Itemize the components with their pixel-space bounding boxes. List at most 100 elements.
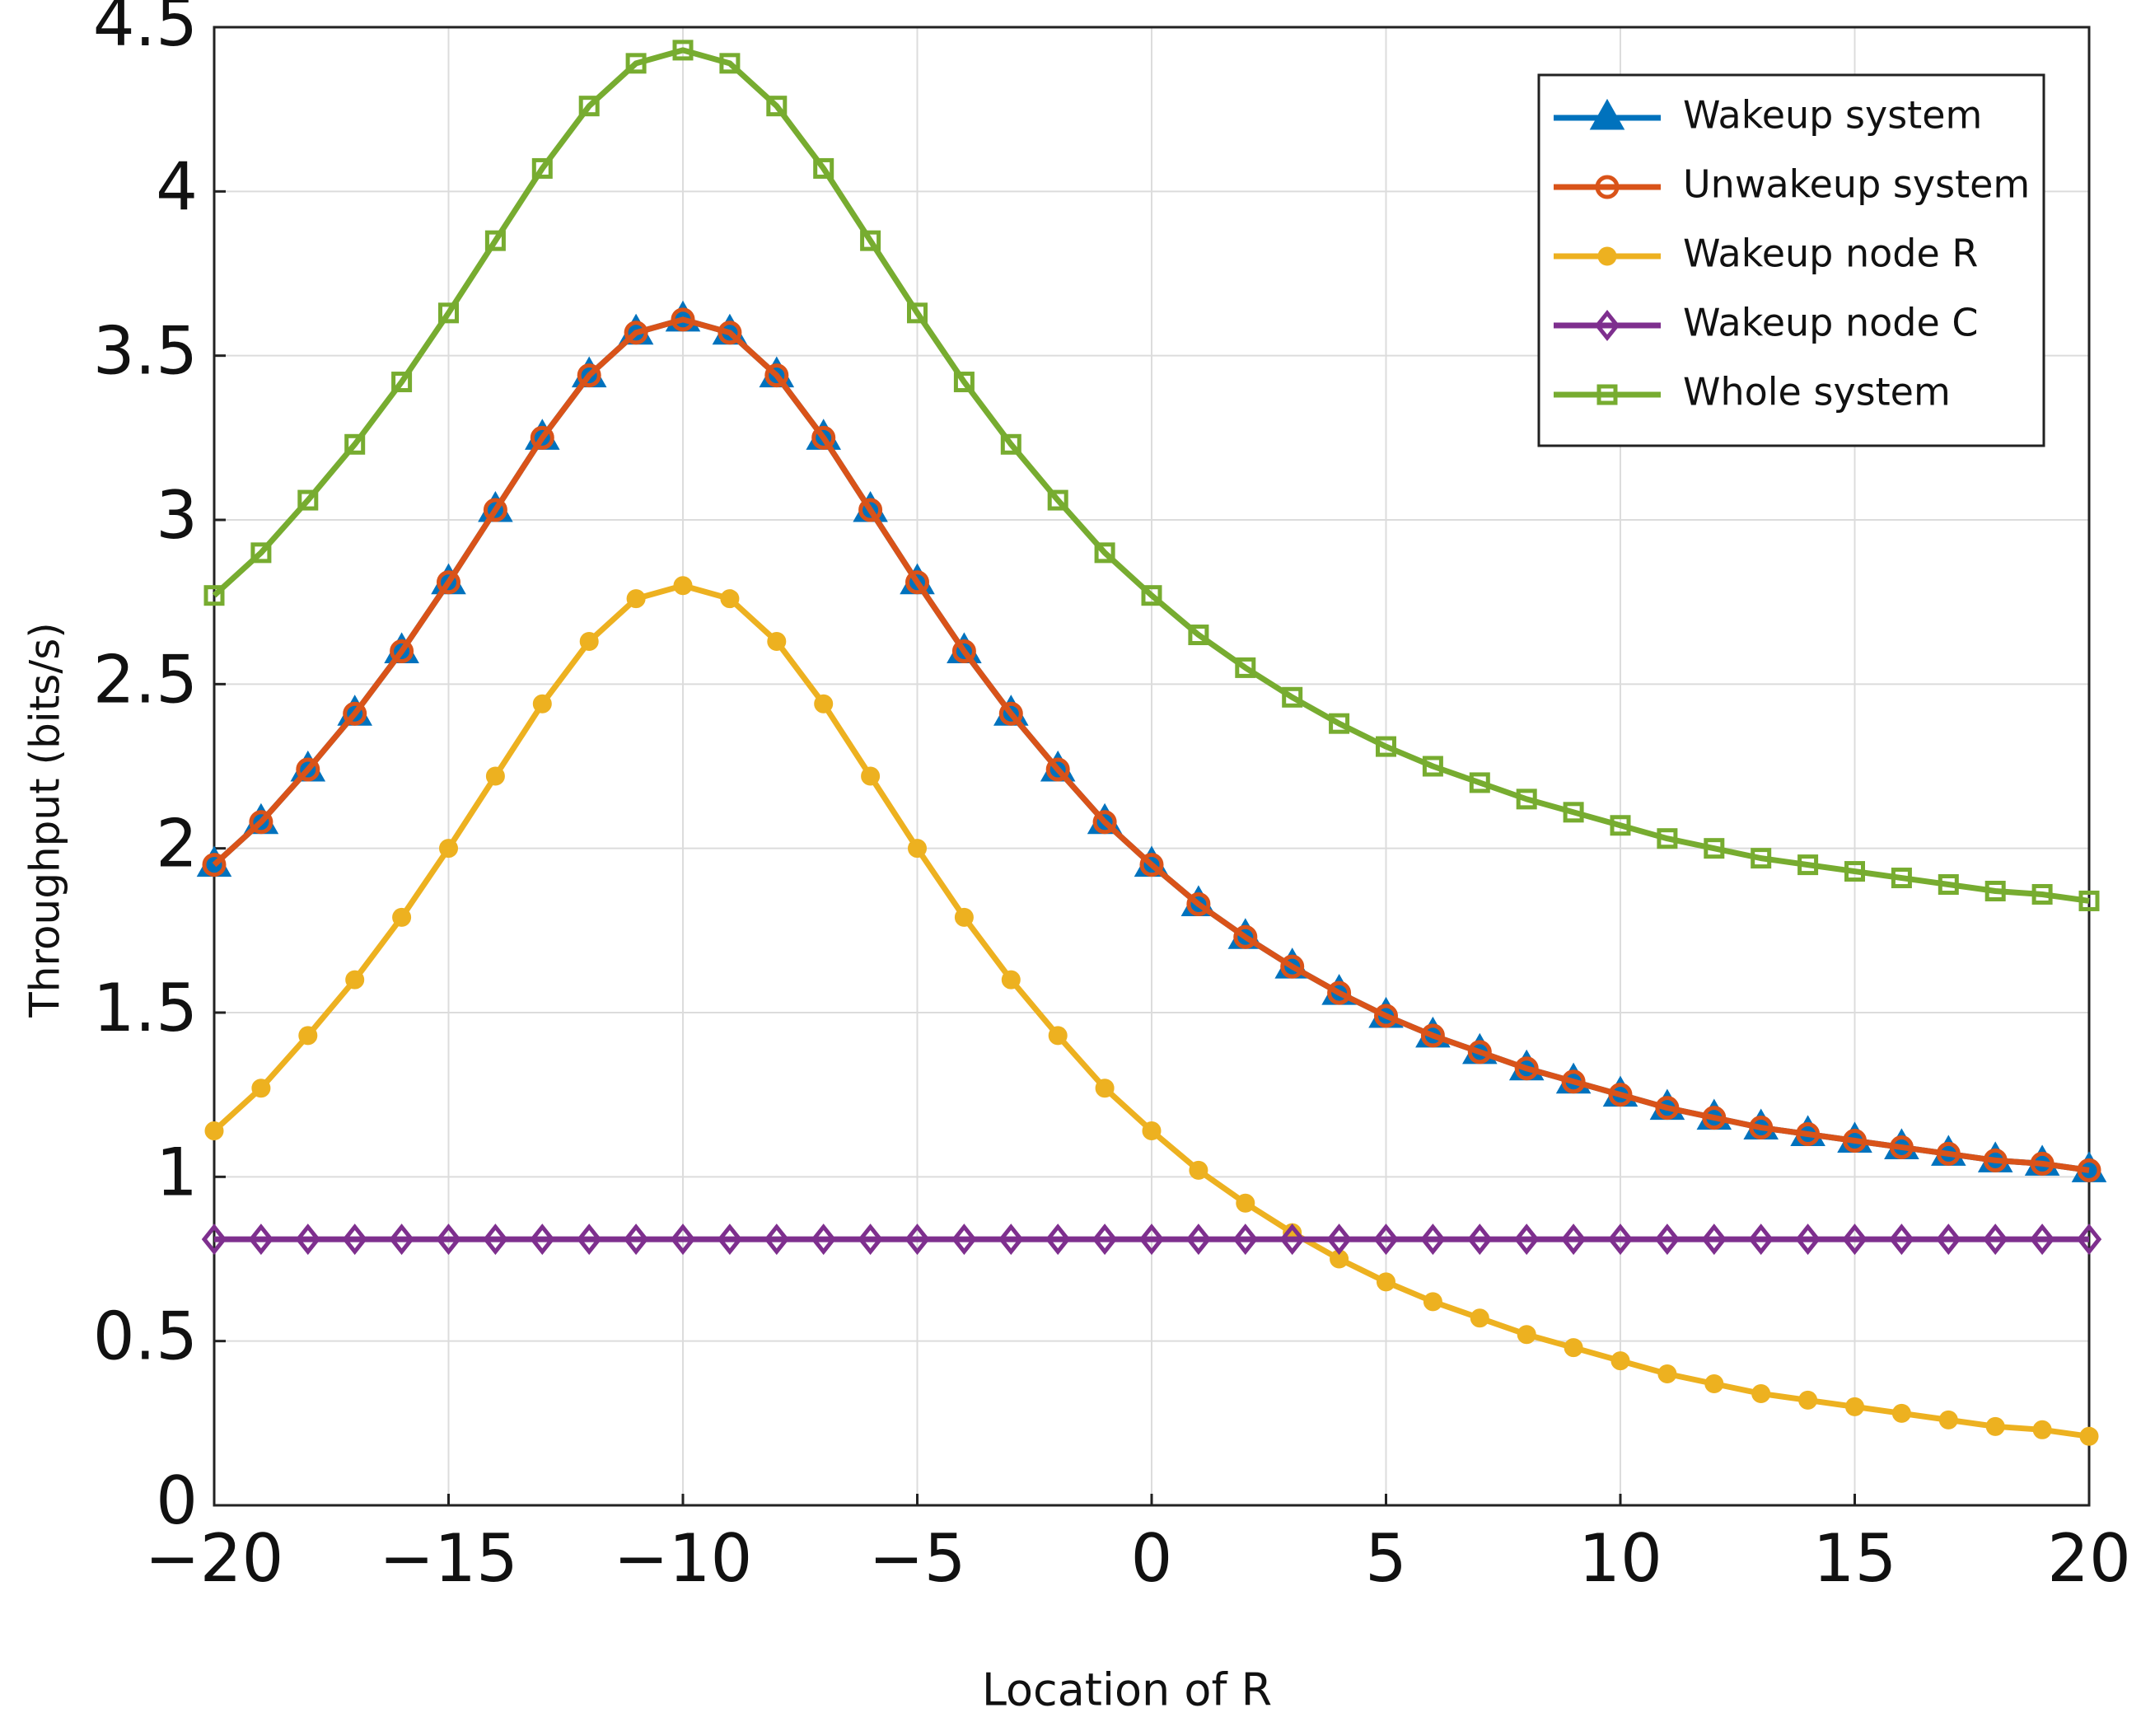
data-point [2077, 1158, 2101, 1182]
data-point [1236, 1193, 1255, 1213]
x-tick-label: 15 [1813, 1520, 1897, 1597]
data-point [998, 1224, 1024, 1256]
x-tick-label: 5 [1365, 1520, 1407, 1597]
data-point [531, 157, 553, 179]
data-point [1376, 736, 1396, 757]
data-point [718, 321, 742, 345]
data-point [1984, 880, 2006, 901]
data-point [860, 230, 881, 251]
data-point [1374, 1004, 1398, 1028]
data-point [2076, 1224, 2102, 1256]
x-tick-label: 0 [1131, 1520, 1173, 1597]
y-tick-label: 1 [156, 1134, 198, 1210]
data-point [1423, 1292, 1442, 1312]
data-point [1654, 1224, 1681, 1256]
y-tick-label: 3.5 [93, 313, 198, 390]
legend-marker [1595, 175, 1620, 199]
data-point [623, 1224, 649, 1256]
y-tick-label: 0 [156, 1462, 198, 1539]
x-tick-label: 10 [1578, 1520, 1662, 1597]
data-point [1798, 1390, 1818, 1410]
data-point [2031, 883, 2053, 905]
data-point [624, 321, 648, 345]
data-point [530, 1224, 555, 1256]
data-point [907, 302, 928, 324]
data-point [436, 1224, 461, 1256]
legend-label: Unwakeup system [1683, 162, 2030, 207]
data-point [1235, 657, 1256, 678]
legend-label: Wakeup node C [1683, 301, 1979, 345]
x-tick-label: −15 [379, 1520, 518, 1597]
data-point [1985, 1416, 2005, 1436]
data-point [391, 372, 413, 393]
data-point [2079, 1426, 2099, 1446]
data-point [577, 363, 601, 388]
data-point [1749, 1116, 1774, 1140]
data-point [1141, 585, 1162, 606]
data-point [1517, 1325, 1536, 1345]
data-point [1843, 1128, 1867, 1153]
data-point [345, 970, 365, 990]
data-point [1514, 1056, 1539, 1081]
data-point [858, 1224, 883, 1256]
data-point [1279, 1224, 1305, 1256]
data-point [484, 230, 506, 251]
data-point [720, 589, 740, 609]
data-point [719, 53, 741, 74]
data-point [298, 1026, 318, 1046]
data-point [625, 53, 647, 74]
data-point [1560, 1224, 1587, 1256]
data-point [1610, 815, 1631, 836]
data-point [1936, 1141, 1961, 1166]
data-point [485, 766, 505, 786]
data-point [389, 1224, 414, 1256]
data-point [1797, 854, 1819, 876]
data-point [483, 498, 507, 522]
data-point [1045, 757, 1070, 782]
x-tick-label: 20 [2047, 1520, 2131, 1597]
data-point [579, 632, 599, 652]
data-point [1657, 1364, 1677, 1384]
data-point [1189, 1160, 1208, 1180]
data-point [1607, 1224, 1634, 1256]
plot-frame [213, 26, 2091, 1507]
data-point [1704, 838, 1725, 859]
data-point [1373, 1224, 1399, 1256]
x-axis-label: Location of R [982, 1664, 1272, 1716]
data-point [1561, 1069, 1586, 1094]
data-point [767, 632, 787, 652]
data-point [813, 157, 834, 179]
data-point [438, 302, 459, 324]
data-point [1845, 1397, 1864, 1416]
data-point [1751, 1383, 1771, 1403]
data-point [1138, 1224, 1165, 1256]
data-point [251, 1079, 271, 1098]
data-point [1420, 1023, 1445, 1048]
data-point [390, 639, 414, 663]
data-point [764, 1224, 790, 1256]
legend-marker [1596, 384, 1618, 405]
data-point [1047, 489, 1068, 511]
data-point [344, 433, 366, 455]
data-point [343, 701, 367, 726]
data-point [202, 853, 227, 877]
y-tick-label: 4.5 [93, 0, 198, 61]
data-point [483, 1224, 508, 1256]
data-point [905, 570, 929, 595]
data-point [1891, 868, 1912, 889]
data-point [1094, 542, 1115, 564]
data-point [578, 96, 600, 117]
data-point [1326, 1224, 1352, 1256]
data-point [532, 694, 552, 714]
data-point [861, 766, 881, 786]
data-point [1748, 1224, 1774, 1256]
data-point [1329, 713, 1350, 734]
data-point [1982, 1224, 2008, 1256]
data-point [1186, 891, 1211, 916]
data-point [1844, 861, 1865, 882]
data-point [295, 1224, 321, 1256]
data-point [576, 1224, 602, 1256]
data-point [1233, 924, 1258, 949]
